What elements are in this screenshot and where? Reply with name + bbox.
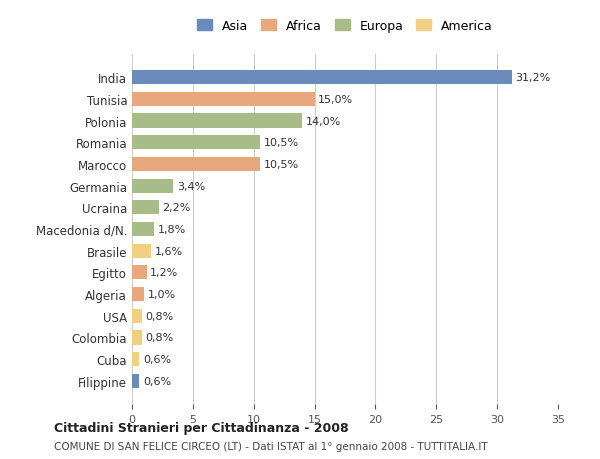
- Text: 0,8%: 0,8%: [145, 311, 173, 321]
- Text: 0,8%: 0,8%: [145, 333, 173, 343]
- Text: 0,6%: 0,6%: [143, 354, 171, 364]
- Text: 1,8%: 1,8%: [158, 224, 186, 235]
- Bar: [132, 309, 142, 323]
- Text: 1,6%: 1,6%: [155, 246, 183, 256]
- Bar: [132, 93, 314, 106]
- Bar: [132, 244, 151, 258]
- Text: 15,0%: 15,0%: [318, 95, 353, 105]
- Bar: [132, 374, 139, 388]
- Text: 0,6%: 0,6%: [143, 376, 171, 386]
- Bar: [132, 353, 139, 366]
- Bar: [132, 71, 512, 85]
- Legend: Asia, Africa, Europa, America: Asia, Africa, Europa, America: [194, 16, 496, 36]
- Text: 1,0%: 1,0%: [148, 290, 176, 299]
- Text: 2,2%: 2,2%: [163, 203, 191, 213]
- Text: Cittadini Stranieri per Cittadinanza - 2008: Cittadini Stranieri per Cittadinanza - 2…: [54, 421, 349, 434]
- Bar: [132, 266, 146, 280]
- Bar: [132, 179, 173, 193]
- Text: 10,5%: 10,5%: [263, 138, 299, 148]
- Bar: [132, 114, 302, 129]
- Bar: [132, 330, 142, 345]
- Bar: [132, 223, 154, 236]
- Bar: [132, 157, 260, 172]
- Text: 3,4%: 3,4%: [177, 181, 205, 191]
- Text: 1,2%: 1,2%: [150, 268, 179, 278]
- Bar: [132, 201, 159, 215]
- Text: 31,2%: 31,2%: [515, 73, 551, 83]
- Text: 14,0%: 14,0%: [306, 116, 341, 126]
- Bar: [132, 287, 144, 302]
- Text: 10,5%: 10,5%: [263, 160, 299, 169]
- Text: COMUNE DI SAN FELICE CIRCEO (LT) - Dati ISTAT al 1° gennaio 2008 - TUTTITALIA.IT: COMUNE DI SAN FELICE CIRCEO (LT) - Dati …: [54, 441, 488, 451]
- Bar: [132, 136, 260, 150]
